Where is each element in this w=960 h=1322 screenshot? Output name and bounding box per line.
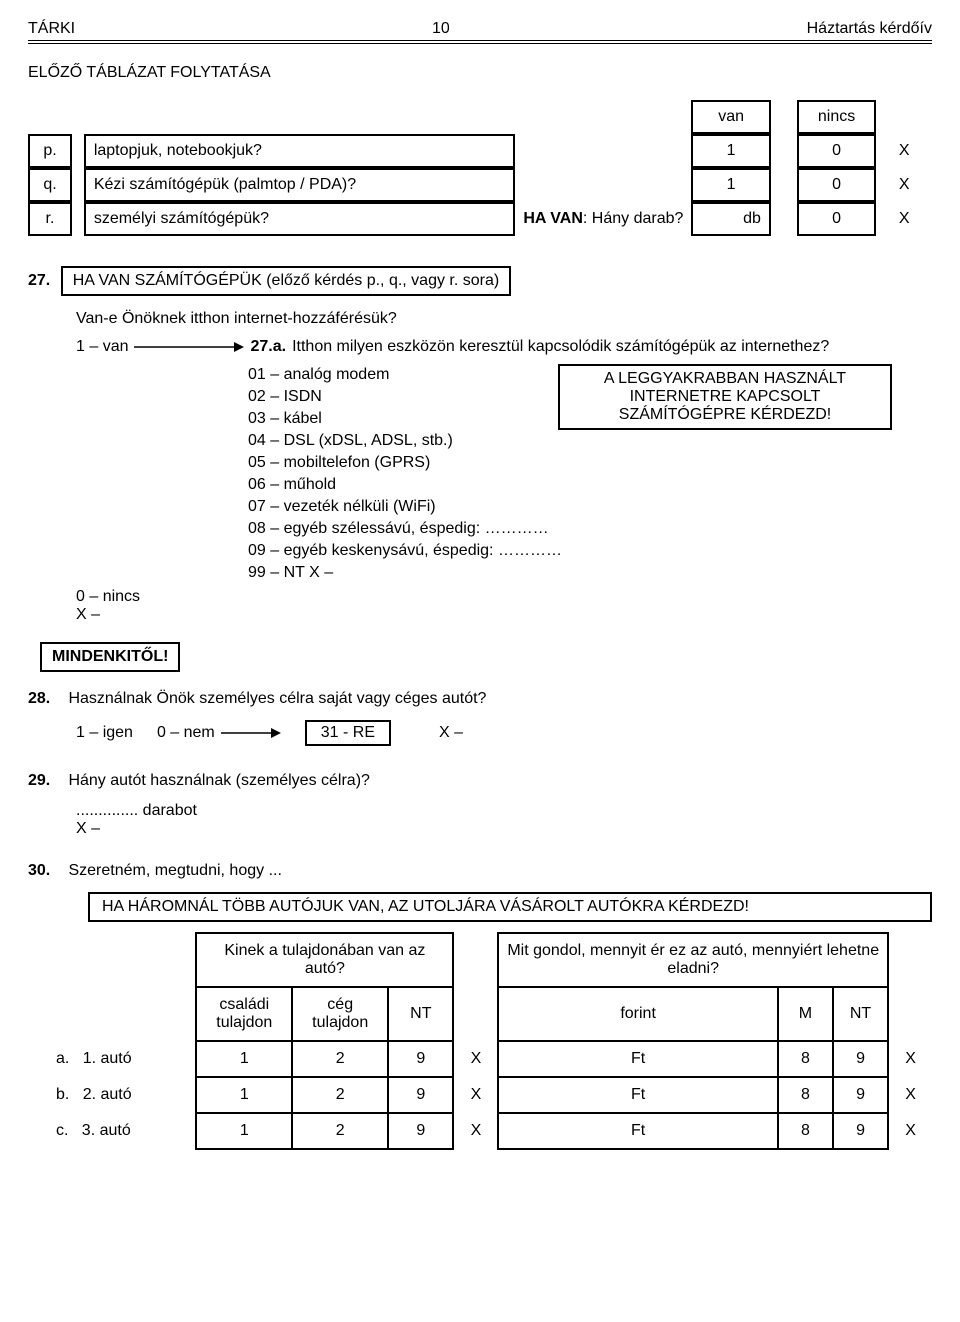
owner-header: Kinek a tulajdonában van az autó? — [196, 933, 453, 987]
col-nt2: NT — [833, 987, 888, 1041]
list-item: 04 – DSL (xDSL, ADSL, stb.) — [248, 430, 932, 452]
q27-text: Van-e Önöknek itthon internet-hozzáférés… — [76, 310, 932, 328]
list-item: 08 – egyéb szélessávú, éspedig: ………… — [248, 518, 932, 540]
section-title: ELŐZŐ TÁBLÁZAT FOLYTATÁSA — [28, 64, 932, 82]
page-header: TÁRKI 10 Háztartás kérdőív — [28, 20, 932, 44]
q28-skip-box: 31 - RE — [305, 720, 391, 746]
table-row: c. 3. autó 1 2 9 X Ft 8 9 X — [28, 1113, 932, 1149]
header-center: 10 — [432, 20, 450, 38]
q28-text: Használnak Önök személyes célra saját va… — [68, 690, 486, 707]
table-row: q. Kézi számítógépük (palmtop / PDA)? 1 … — [28, 168, 932, 202]
q27-opt-van: 1 – van — [76, 338, 128, 356]
q29-answer: .............. darabot — [76, 802, 932, 820]
table-row: a. 1. autó 1 2 9 X Ft 8 9 X — [28, 1041, 932, 1077]
q30-instruction: HA HÁROMNÁL TÖBB AUTÓJUK VAN, AZ UTOLJÁR… — [88, 892, 932, 922]
col-ceg: cég tulajdon — [292, 987, 388, 1041]
q30-text: Szeretném, megtudni, hogy ... — [68, 862, 281, 879]
table-row: b. 2. autó 1 2 9 X Ft 8 9 X — [28, 1077, 932, 1113]
auto-table: Kinek a tulajdonában van az autó? Mit go… — [28, 932, 932, 1150]
q27-opt-nincs: 0 – nincs — [76, 588, 932, 606]
header-right: Háztartás kérdőív — [807, 20, 932, 38]
q28-igen: 1 – igen — [76, 724, 133, 742]
q27-box: HA VAN SZÁMÍTÓGÉPÜK (előző kérdés p., q.… — [61, 266, 512, 296]
arrow-icon — [134, 340, 244, 354]
header-left: TÁRKI — [28, 20, 75, 38]
q28-num: 28. — [28, 690, 64, 708]
q28-x: X – — [439, 724, 463, 742]
col-forint: forint — [498, 987, 778, 1041]
q27-opt-x: X – — [76, 606, 932, 624]
mindenkitol-box: MINDENKITŐL! — [40, 642, 180, 672]
q27a-text: Itthon milyen eszközön keresztül kapcsol… — [292, 338, 829, 356]
list-item: 06 – műhold — [248, 474, 932, 496]
col-csaladi: családi tulajdon — [196, 987, 292, 1041]
col-nincs: nincs — [797, 100, 877, 134]
list-item: 05 – mobiltelefon (GPRS) — [248, 452, 932, 474]
list-item: 09 – egyéb keskenysávú, éspedig: ………… — [248, 540, 932, 562]
q29-x: X – — [76, 820, 932, 838]
col-m: M — [778, 987, 833, 1041]
value-header: Mit gondol, mennyit ér ez az autó, menny… — [498, 933, 888, 987]
table-row: p. laptopjuk, notebookjuk? 1 0 X — [28, 134, 932, 168]
list-item: 07 – vezeték nélküli (WiFi) — [248, 496, 932, 518]
q27-num: 27. — [28, 272, 50, 289]
q27a-num: 27.a. — [250, 338, 286, 356]
q29-num: 29. — [28, 772, 64, 790]
q30: 30. Szeretném, megtudni, hogy ... — [28, 862, 932, 880]
q29: 29. Hány autót használnak (személyes cél… — [28, 772, 932, 790]
table-row-r: r. személyi számítógépük? HA VAN: Hány d… — [28, 202, 932, 236]
col-van: van — [691, 100, 770, 134]
arrow-icon — [221, 726, 281, 740]
q28: 28. Használnak Önök személyes célra sajá… — [28, 690, 932, 708]
device-table: van nincs p. laptopjuk, notebookjuk? 1 0… — [28, 100, 932, 236]
q28-nem: 0 – nem — [157, 724, 215, 742]
q29-text: Hány autót használnak (személyes célra)? — [68, 772, 369, 789]
col-nt: NT — [388, 987, 453, 1041]
list-item: 99 – NT X – — [248, 562, 932, 584]
q30-num: 30. — [28, 862, 64, 880]
q27: 27. HA VAN SZÁMÍTÓGÉPÜK (előző kérdés p.… — [28, 266, 932, 624]
q27-infobox: A LEGGYAKRABBAN HASZNÁLT INTERNETRE KAPC… — [558, 364, 892, 430]
